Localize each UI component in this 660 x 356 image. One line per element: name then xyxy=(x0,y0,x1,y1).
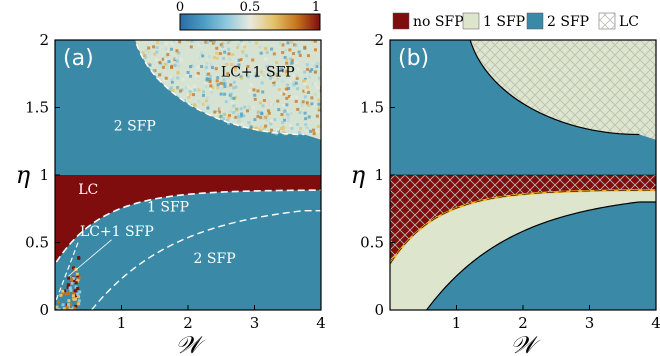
region-lc-1sfp-top xyxy=(135,40,321,140)
x-tick-label-0: 1 xyxy=(452,314,462,332)
legend-label-2: 2 SFP xyxy=(547,14,589,30)
colorbar-tick-2: 1 xyxy=(312,0,320,15)
y-axis-label: η xyxy=(351,161,366,189)
legend-swatch-1 xyxy=(462,12,480,30)
legend-label-1: 1 SFP xyxy=(483,14,525,30)
region-label-0: LC+1 SFP xyxy=(221,64,295,80)
colorbar: 0 0.5 1 xyxy=(176,0,321,31)
x-tick-label-3: 4 xyxy=(316,314,326,332)
label-pointer xyxy=(68,239,112,277)
region-1sfp xyxy=(390,190,656,310)
y-tick-label-4: 2 xyxy=(374,31,384,49)
x-axis-label: 𝒲 xyxy=(175,331,206,356)
y-tick-label-2: 1 xyxy=(39,166,49,184)
island-boundary xyxy=(469,40,640,136)
island-speckles xyxy=(141,40,321,137)
legend: no SFP 1 SFP 2 SFP LC xyxy=(392,12,639,30)
x-tick-label-0: 1 xyxy=(117,314,127,332)
left-boundary-dashed xyxy=(55,239,80,300)
legend-swatch-0 xyxy=(392,12,410,30)
region-label-5: 2 SFP xyxy=(194,251,236,267)
upper-boundary-dashed xyxy=(55,189,321,263)
colorbar-tick-1: 0.5 xyxy=(240,0,261,15)
region-lc-hatch-top xyxy=(470,40,656,140)
island-boundary-dashed xyxy=(134,40,305,136)
region-label-1: 2 SFP xyxy=(114,118,156,134)
legend-label-3: LC xyxy=(619,14,639,30)
x-tick-label-2: 3 xyxy=(250,314,260,332)
region-label-4: LC+1 SFP xyxy=(80,224,154,240)
x-axis-label: 𝒲 xyxy=(510,331,541,356)
y-tick-label-4: 2 xyxy=(39,31,49,49)
lower-boundary xyxy=(426,201,656,310)
y-tick-label-2: 1 xyxy=(374,166,384,184)
upper-boundary-dashed xyxy=(390,189,656,265)
region-label-2: LC xyxy=(78,182,98,198)
legend-swatch-hatch-3 xyxy=(599,13,615,29)
y-axis-label: η xyxy=(16,161,31,189)
y-tick-label-0: 0 xyxy=(39,301,49,319)
legend-label-0: no SFP xyxy=(413,14,464,30)
x-tick-label-2: 3 xyxy=(585,314,595,332)
legend-swatch-2 xyxy=(526,12,544,30)
x-tick-label-1: 2 xyxy=(183,314,193,332)
x-tick-label-1: 2 xyxy=(518,314,528,332)
x-tick-label-3: 4 xyxy=(651,314,660,332)
y-tick-label-1: 0.5 xyxy=(360,234,384,252)
region-lc xyxy=(55,175,321,265)
region-lc-hatch-band xyxy=(390,175,656,265)
colorbar-tick-0: 0 xyxy=(176,0,184,15)
colorbar-bar xyxy=(179,13,321,31)
corner-speckles xyxy=(55,256,82,310)
region-label-3: 1 SFP xyxy=(147,199,189,215)
y-tick-label-3: 1.5 xyxy=(360,99,384,117)
y-tick-label-3: 1.5 xyxy=(25,99,49,117)
panel-a-tag: (a) xyxy=(63,46,94,71)
panel-b-tag: (b) xyxy=(398,46,429,71)
y-tick-label-1: 0.5 xyxy=(25,234,49,252)
y-tick-label-0: 0 xyxy=(374,301,384,319)
